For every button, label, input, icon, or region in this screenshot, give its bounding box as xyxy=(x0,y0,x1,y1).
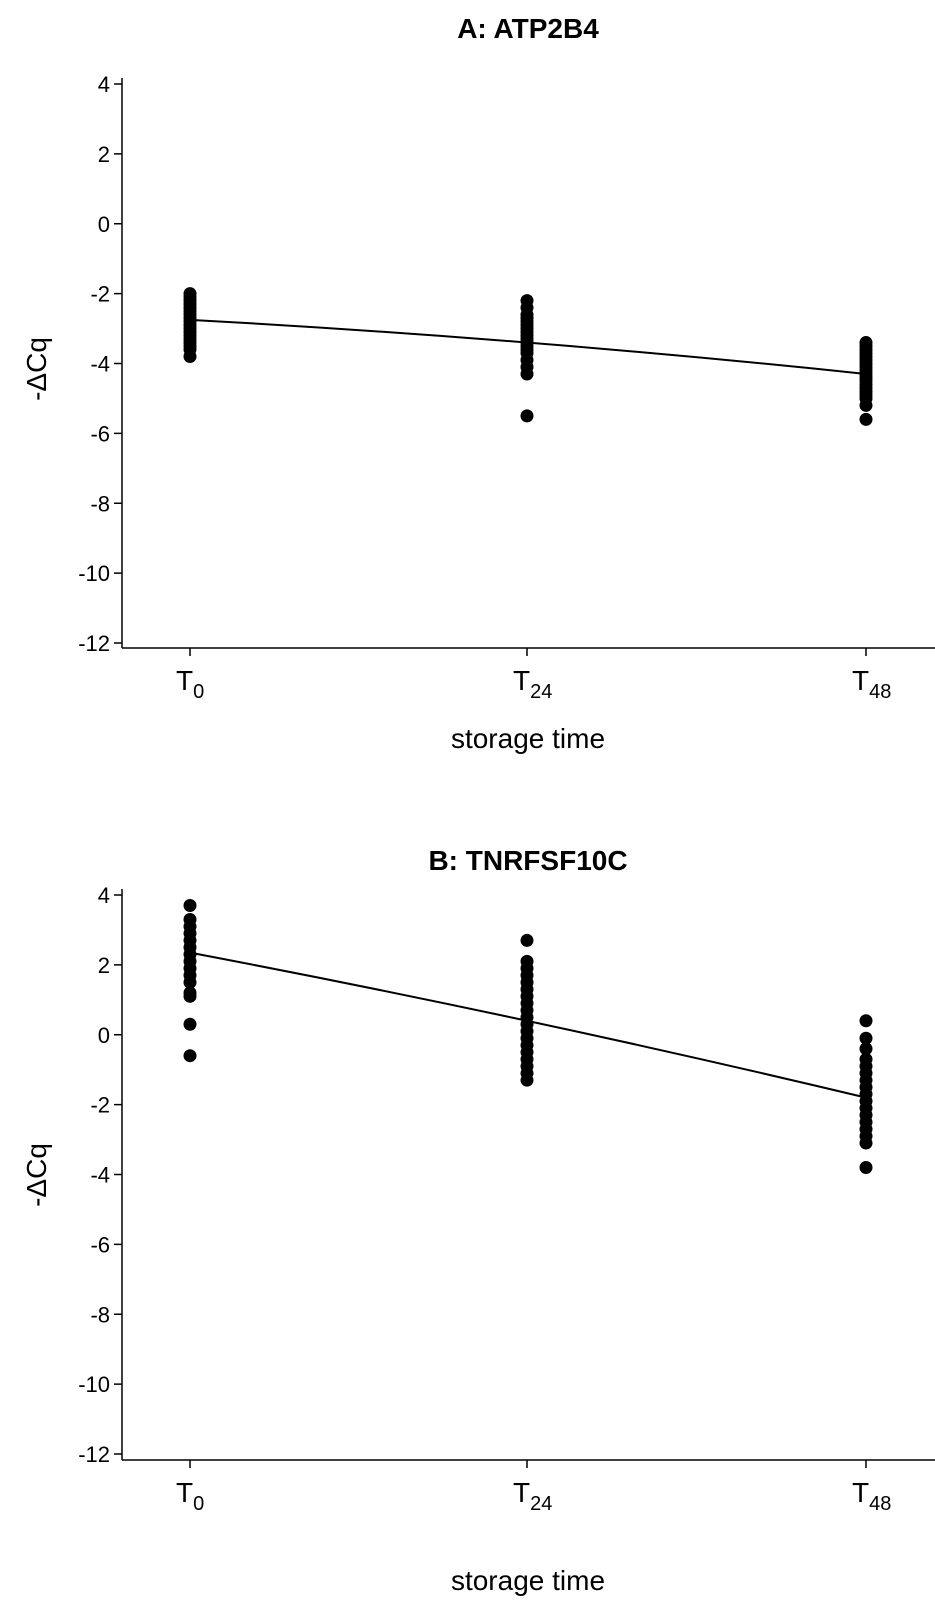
y-tick-label: -12 xyxy=(78,631,110,656)
data-point xyxy=(859,1042,873,1056)
y-tick-label: -10 xyxy=(78,1372,110,1397)
y-tick-label: -6 xyxy=(90,1232,110,1257)
x-axis-label: storage time xyxy=(451,1565,605,1596)
y-tick-label: -4 xyxy=(90,1163,110,1188)
data-point xyxy=(520,409,534,423)
x-tick-label: T24 xyxy=(513,665,552,703)
data-point xyxy=(859,1014,873,1028)
data-point xyxy=(183,975,197,989)
data-point xyxy=(520,367,534,381)
data-point xyxy=(520,1073,534,1087)
panel-a: A: ATP2B4 storage time -ΔCq 4 2 0 -2 -4 -6 -8 -… xyxy=(21,13,935,754)
data-point xyxy=(859,1031,873,1045)
data-point xyxy=(859,398,873,412)
y-tick-label: -2 xyxy=(90,282,110,307)
panel-title: B: TNRFSF10C xyxy=(428,845,627,876)
y-tick-label: -8 xyxy=(90,491,110,516)
y-tick-label: 4 xyxy=(98,883,110,908)
y-tick-label: 2 xyxy=(98,142,110,167)
data-point xyxy=(859,1161,873,1175)
y-tick-label: -10 xyxy=(78,561,110,586)
panel-title: A: ATP2B4 xyxy=(457,13,599,44)
data-point xyxy=(183,1017,197,1031)
data-point xyxy=(859,1136,873,1150)
data-point xyxy=(183,898,197,912)
y-axis-label: -ΔCq xyxy=(21,1143,52,1207)
y-tick-label: -12 xyxy=(78,1442,110,1467)
y-tick-label: 0 xyxy=(98,1023,110,1048)
x-tick-label: T24 xyxy=(513,1477,552,1515)
data-point xyxy=(520,933,534,947)
y-tick-label: 2 xyxy=(98,953,110,978)
fit-line xyxy=(189,951,867,1099)
data-point xyxy=(183,1049,197,1063)
data-point xyxy=(859,412,873,426)
y-axis-label: -ΔCq xyxy=(21,337,52,401)
fit-line xyxy=(189,318,867,375)
data-point xyxy=(183,989,197,1003)
y-tick-label: 4 xyxy=(98,72,110,97)
y-tick-label: -6 xyxy=(90,421,110,446)
y-tick-label: -8 xyxy=(90,1302,110,1327)
y-tick-label: -2 xyxy=(90,1093,110,1118)
panel-b: B: TNRFSF10C storage time -ΔCq 4 2 0 -2 -4 -6… xyxy=(21,845,935,1596)
y-tick-label: -4 xyxy=(90,352,110,377)
x-tick-label: T48 xyxy=(852,665,891,703)
data-point xyxy=(183,350,197,364)
x-tick-label: T0 xyxy=(176,665,204,703)
x-axis-label: storage time xyxy=(451,723,605,754)
x-tick-label: T0 xyxy=(176,1477,204,1515)
y-tick-label: 0 xyxy=(98,212,110,237)
x-tick-label: T48 xyxy=(852,1477,891,1515)
